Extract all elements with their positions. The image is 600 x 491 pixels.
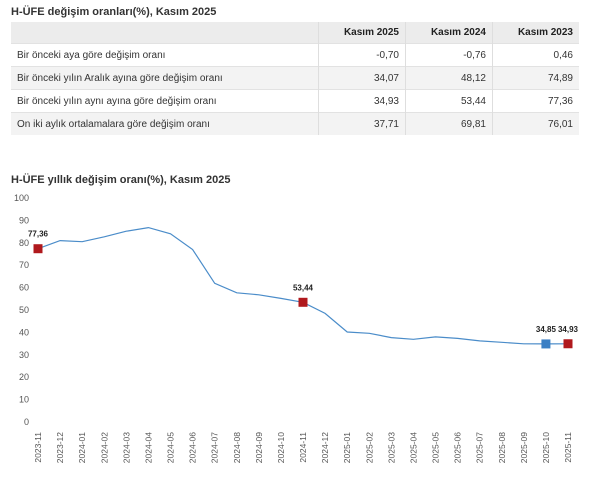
header-kasim-2025: Kasım 2025 [318,22,406,44]
y-tick-label: 10 [19,395,29,405]
cell-value: -0,76 [405,43,493,67]
y-tick-label: 100 [14,193,29,203]
data-point-marker [563,339,573,349]
y-tick-label: 50 [19,305,29,315]
x-tick-label: 2025-03 [386,432,396,463]
x-tick-label: 2025-08 [497,432,507,463]
annual-change-line-chart: 0 10 20 30 40 50 60 70 80 90 100 2023-11 2023-12 2024… [14,193,579,463]
cell-value: 77,36 [492,89,579,113]
table-row: Bir önceki yılın Aralık ayına göre değiş… [11,66,579,90]
y-tick-label: 60 [19,283,29,293]
y-tick-label: 80 [19,238,29,248]
data-point-marker [298,297,308,307]
x-tick-label: 2024-06 [188,432,198,463]
change-rates-table: Kasım 2025 Kasım 2024 Kasım 2023 Bir önc… [11,22,579,135]
x-tick-label: 2025-10 [541,432,551,463]
header-kasim-2024: Kasım 2024 [405,22,493,44]
data-label: 53,44 [293,283,314,292]
cell-value: -0,70 [318,43,406,67]
x-tick-label: 2024-01 [77,432,87,463]
x-tick-label: 2025-11 [563,432,573,463]
cell-value: 76,01 [492,112,579,135]
x-tick-label: 2025-02 [364,432,374,463]
y-tick-label: 30 [19,350,29,360]
cell-value: 69,81 [405,112,493,135]
y-tick-label: 70 [19,260,29,270]
row-label: Bir önceki yılın Aralık ayına göre değiş… [11,66,319,90]
data-label: 77,36 [28,230,49,239]
data-label: 34,85 [536,325,557,334]
header-label-cell [11,22,319,44]
chart-title: H-ÜFE yıllık değişim oranı(%), Kasım 202… [11,174,231,186]
x-tick-label: 2024-02 [99,432,109,463]
cell-value: 37,71 [318,112,406,135]
table-row: On iki aylık ortalamalara göre değişim o… [11,112,579,135]
y-tick-label: 90 [19,215,29,225]
header-kasim-2023: Kasım 2023 [492,22,579,44]
row-label: Bir önceki yılın aynı ayına göre değişim… [11,89,319,113]
x-tick-label: 2025-01 [342,432,352,463]
x-tick-label: 2025-05 [431,432,441,463]
x-tick-label: 2025-04 [408,432,418,463]
row-label: On iki aylık ortalamalara göre değişim o… [11,112,319,135]
x-tick-label: 2024-10 [276,432,286,463]
data-point-marker [33,244,43,254]
cell-value: 0,46 [492,43,579,67]
table-row: Bir önceki aya göre değişim oranı -0,70 … [11,43,579,67]
data-label: 34,93 [558,325,579,334]
x-tick-label: 2023-12 [55,432,65,463]
x-tick-label: 2024-08 [232,432,242,463]
row-label: Bir önceki aya göre değişim oranı [11,43,319,67]
x-tick-label: 2025-06 [453,432,463,463]
cell-value: 74,89 [492,66,579,90]
x-tick-label: 2023-11 [33,432,43,463]
x-tick-label: 2024-07 [210,432,220,463]
x-tick-label: 2025-09 [519,432,529,463]
cell-value: 53,44 [405,89,493,113]
table-title: H-ÜFE değişim oranları(%), Kasım 2025 [11,6,217,18]
x-tick-label: 2024-04 [143,432,153,463]
cell-value: 34,93 [318,89,406,113]
y-tick-label: 40 [19,327,29,337]
y-tick-label: 20 [19,372,29,382]
table-row: Bir önceki yılın aynı ayına göre değişim… [11,89,579,113]
x-tick-label: 2024-03 [121,432,131,463]
x-tick-label: 2024-05 [166,432,176,463]
x-tick-label: 2024-11 [298,432,308,463]
x-tick-label: 2024-12 [320,432,330,463]
cell-value: 48,12 [405,66,493,90]
x-tick-label: 2025-07 [475,432,485,463]
y-tick-label: 0 [24,417,29,427]
data-point-marker [541,339,551,349]
table-header-row: Kasım 2025 Kasım 2024 Kasım 2023 [11,22,579,44]
x-tick-label: 2024-09 [254,432,264,463]
cell-value: 34,07 [318,66,406,90]
